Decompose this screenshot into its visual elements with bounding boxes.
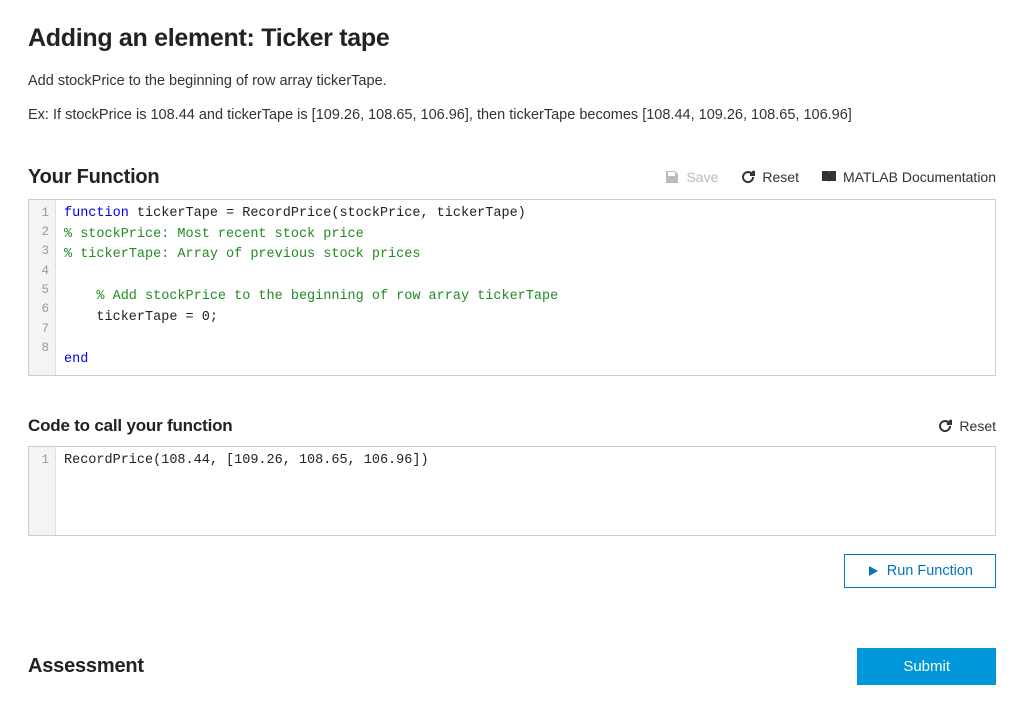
reset-function-label: Reset — [762, 169, 799, 185]
run-function-label: Run Function — [887, 563, 973, 579]
function-section-title: Your Function — [28, 166, 159, 189]
function-code-editor[interactable]: 12345678 function tickerTape = RecordPri… — [28, 199, 996, 376]
assessment-row: Assessment Submit — [28, 648, 996, 685]
reset-function-button[interactable]: Reset — [740, 169, 799, 185]
call-section-header: Code to call your function Reset — [28, 416, 996, 436]
description-line-1: Add stockPrice to the beginning of row a… — [28, 71, 996, 91]
run-button-row: Run Function — [28, 554, 996, 588]
function-code-lines: function tickerTape = RecordPrice(stockP… — [56, 200, 995, 375]
call-code-editor[interactable]: 1 RecordPrice(108.44, [109.26, 108.65, 1… — [28, 446, 996, 536]
page-title: Adding an element: Ticker tape — [28, 24, 996, 53]
function-gutter: 12345678 — [29, 200, 56, 375]
reset-icon — [937, 418, 953, 434]
description-line-2: Ex: If stockPrice is 108.44 and tickerTa… — [28, 105, 996, 125]
reset-call-button[interactable]: Reset — [937, 418, 996, 434]
play-icon — [867, 565, 879, 577]
save-button[interactable]: Save — [664, 169, 718, 185]
run-function-button[interactable]: Run Function — [844, 554, 996, 588]
call-section-title: Code to call your function — [28, 416, 232, 436]
call-code-lines: RecordPrice(108.44, [109.26, 108.65, 106… — [56, 447, 995, 535]
matlab-docs-button[interactable]: MATLAB Documentation — [821, 169, 996, 185]
submit-button[interactable]: Submit — [857, 648, 996, 685]
assessment-title: Assessment — [28, 655, 144, 678]
reset-call-label: Reset — [959, 418, 996, 434]
book-icon — [821, 169, 837, 185]
save-label: Save — [686, 169, 718, 185]
matlab-docs-label: MATLAB Documentation — [843, 169, 996, 185]
save-icon — [664, 169, 680, 185]
call-gutter: 1 — [29, 447, 56, 535]
function-section-header: Your Function Save Reset MATLAB Document… — [28, 166, 996, 189]
function-actions: Save Reset MATLAB Documentation — [664, 169, 996, 185]
reset-icon — [740, 169, 756, 185]
